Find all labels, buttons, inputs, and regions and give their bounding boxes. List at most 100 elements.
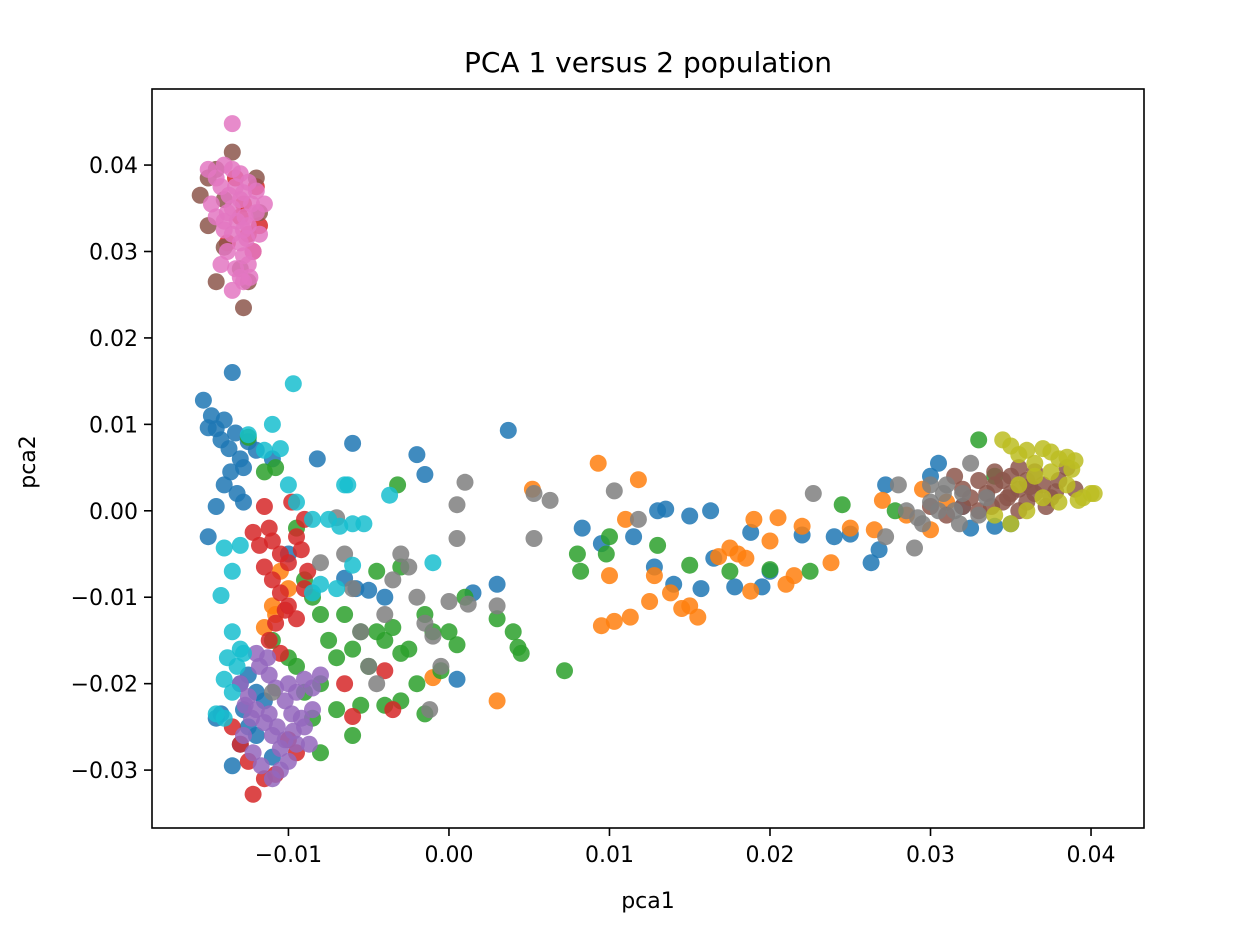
data-point-series-4 <box>260 705 278 723</box>
data-point-series-2 <box>488 610 506 628</box>
data-point-series-3 <box>288 528 305 546</box>
data-point-series-8 <box>1018 441 1036 459</box>
data-point-series-0 <box>499 421 517 439</box>
data-point-series-4 <box>268 718 286 736</box>
y-tick-label: 0.02 <box>89 327 138 352</box>
data-point-series-1 <box>488 692 506 710</box>
data-point-series-2 <box>376 631 394 649</box>
data-point-series-7 <box>906 539 923 557</box>
data-point-series-7 <box>448 496 466 514</box>
data-point-series-7 <box>440 593 458 610</box>
data-point-series-7 <box>629 510 647 528</box>
data-point-series-4 <box>292 709 310 727</box>
data-point-series-1 <box>601 567 618 585</box>
data-point-series-0 <box>416 466 434 483</box>
data-point-series-2 <box>344 727 362 744</box>
data-point-series-9 <box>223 683 241 701</box>
data-point-series-1 <box>841 519 859 537</box>
data-point-series-3 <box>255 498 273 515</box>
data-point-series-9 <box>424 554 442 572</box>
data-point-series-7 <box>934 485 952 502</box>
points-layer <box>191 115 1103 803</box>
x-tick-label: 0.01 <box>585 843 634 868</box>
data-point-series-8 <box>1026 467 1044 485</box>
data-point-series-0 <box>220 440 238 458</box>
data-point-series-7 <box>448 530 466 547</box>
data-point-series-9 <box>223 623 241 641</box>
data-point-series-2 <box>408 675 426 693</box>
chart-title: PCA 1 versus 2 population <box>464 46 832 79</box>
data-point-series-6 <box>239 256 257 273</box>
data-point-series-4 <box>235 727 252 744</box>
data-point-series-3 <box>336 675 354 693</box>
data-point-series-1 <box>617 510 634 528</box>
data-point-series-7 <box>804 485 822 502</box>
data-point-series-3 <box>384 701 402 719</box>
data-point-series-3 <box>292 541 310 559</box>
data-point-series-4 <box>312 666 329 684</box>
data-point-series-9 <box>284 375 302 393</box>
data-point-series-7 <box>459 595 477 613</box>
data-point-series-5 <box>207 273 225 291</box>
data-point-series-8 <box>1034 489 1052 507</box>
data-point-series-7 <box>488 597 506 615</box>
data-point-series-2 <box>368 562 386 580</box>
data-point-series-1 <box>641 593 659 610</box>
data-point-series-7 <box>312 554 329 572</box>
y-tick-label: −0.03 <box>71 759 138 784</box>
data-point-series-9 <box>215 539 233 557</box>
data-point-series-7 <box>909 509 927 527</box>
data-point-series-9 <box>263 415 281 433</box>
data-point-series-2 <box>328 649 346 667</box>
data-point-series-7 <box>525 530 543 547</box>
data-point-series-3 <box>271 584 289 602</box>
data-point-series-1 <box>873 491 891 509</box>
data-point-series-6 <box>215 221 233 239</box>
x-tick-label: 0.02 <box>746 843 795 868</box>
data-point-series-0 <box>625 528 643 546</box>
data-point-series-7 <box>525 485 543 502</box>
data-point-series-0 <box>360 581 378 599</box>
data-point-series-3 <box>260 631 278 649</box>
y-tick-label: 0.00 <box>89 500 138 525</box>
data-point-series-3 <box>263 571 281 589</box>
data-point-series-9 <box>228 657 246 675</box>
data-point-series-2 <box>568 545 586 563</box>
data-point-series-7 <box>263 683 281 701</box>
data-point-series-2 <box>833 496 851 514</box>
data-point-series-6 <box>218 243 236 260</box>
data-point-series-6 <box>247 182 265 200</box>
data-point-series-0 <box>742 523 760 541</box>
data-point-series-3 <box>344 708 362 725</box>
plot-frame <box>151 88 1145 829</box>
data-point-series-1 <box>592 617 610 635</box>
data-point-series-1 <box>645 567 663 585</box>
data-point-series-0 <box>702 502 720 520</box>
data-point-series-0 <box>223 757 241 775</box>
x-tick-label: 0.04 <box>1067 843 1116 868</box>
data-point-series-9 <box>239 426 257 444</box>
data-point-series-8 <box>1063 460 1081 478</box>
data-point-series-7 <box>456 473 474 491</box>
data-point-series-2 <box>597 545 615 563</box>
y-tick-label: 0.03 <box>89 240 138 265</box>
data-point-series-2 <box>328 701 346 719</box>
data-point-series-6 <box>218 204 236 222</box>
data-point-series-2 <box>721 562 739 580</box>
data-point-series-1 <box>662 584 679 602</box>
data-point-series-4 <box>244 744 262 762</box>
data-point-series-9 <box>288 493 305 511</box>
data-point-series-4 <box>243 709 260 727</box>
data-point-series-2 <box>649 536 667 554</box>
data-point-series-0 <box>235 459 252 477</box>
data-point-series-0 <box>825 528 843 546</box>
data-point-series-8 <box>1010 476 1028 494</box>
y-tick-label: −0.02 <box>71 673 138 698</box>
data-point-series-9 <box>339 476 357 494</box>
data-point-series-8 <box>986 506 1004 524</box>
data-point-series-1 <box>745 510 763 528</box>
data-point-series-0 <box>657 500 675 518</box>
x-tick-label: 0.03 <box>906 843 955 868</box>
data-point-series-8 <box>1042 463 1060 481</box>
